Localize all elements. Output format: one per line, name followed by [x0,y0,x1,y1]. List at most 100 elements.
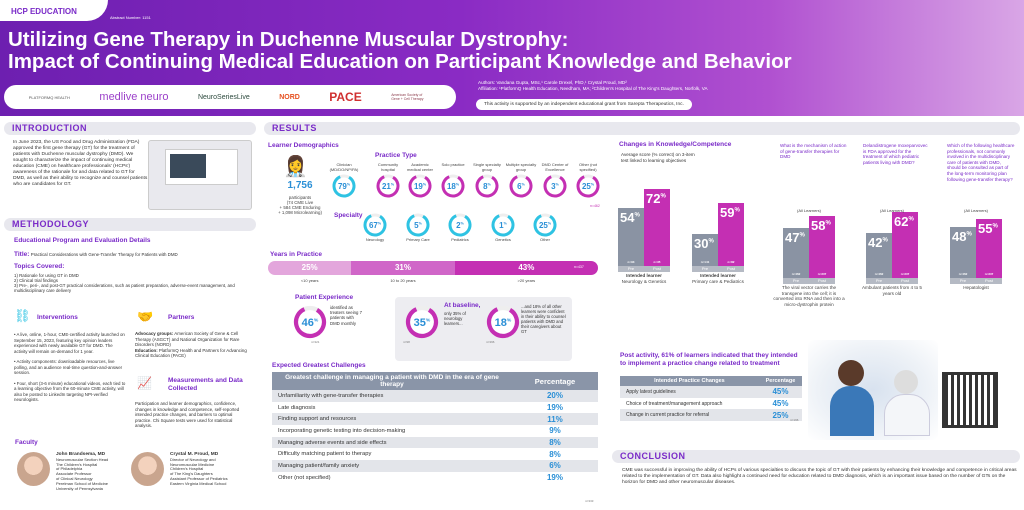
clinician-donut: 79% [331,173,357,204]
practice-change-n: n=196 [790,418,799,422]
participants-label: participants [288,195,312,200]
logo-medlive: medlive neuro [99,91,169,103]
logo-platformq: PLATFORMQ HEALTH [28,94,70,100]
bar-value: 62% [894,213,914,229]
specialty-label: Primary Care [406,237,430,242]
knowledge-caption: Hepatologist [940,285,1012,291]
abstract-number: Abstract Number: 1151 [110,15,151,20]
participants-detail: participants (74 CME Live + 584 CME Endu… [262,195,338,215]
challenges-col-header: Greatest challenge in managing a patient… [272,372,512,390]
years-labels: <10 years 10 to 20 years >20 years [268,278,598,284]
intro-text: In June 2023, the US Food and Drug Admin… [13,140,148,187]
donut-value: 25% [539,221,552,230]
donut-fill [576,174,600,198]
pre-label: Pre [618,266,644,272]
pre-label: Pre [950,278,976,284]
donut-fill [363,213,387,237]
logo-nord: NORD [279,93,300,101]
others-donut: 18% [486,305,520,344]
donut-value: 67% [369,221,382,230]
challenge-label: Managing adverse events and side effects [272,436,512,449]
bar-n: n=141 [700,259,710,264]
measurement-icon: 📈 [137,376,152,390]
years-label: <10 years [300,278,319,283]
practice-type-heading: Practice Type [375,152,417,159]
donut-fill [332,174,356,198]
challenge-value: 20% [512,390,598,402]
years-segment: 43% [454,261,598,275]
title-line-1: Utilizing Gene Therapy in Duchenne Muscu… [8,28,569,51]
donut-value: 5% [414,221,422,230]
bar-n: n=462 [791,271,801,276]
challenges-table: Greatest challenge in managing a patient… [272,372,598,484]
years-label: 10 to 20 years [390,278,416,283]
challenge-label: Managing patient/family anxiety [272,460,512,472]
qr-code[interactable] [942,372,998,428]
logo-bar: PLATFORMQ HEALTH medlive neuro NeuroSeri… [4,85,456,109]
post-bar: 59% n=82 [718,202,744,266]
donut-value: 18% [447,182,460,191]
percentage-col-header: Percentage [512,372,598,390]
post-label: Post [892,278,918,284]
network-icon: ⛓ [14,308,31,323]
caption-text: Ambulant patients from 4 to 5 years old [861,285,922,296]
years-segment: 31% [351,261,455,275]
authors: Authors: Vandana Gupta, MSc,¹ Carole Dre… [478,80,708,92]
donut-fill [448,213,472,237]
interventions-list: • A live, online, 1-hour, CME-certified … [14,332,127,403]
practice-label: Community hospital [377,162,399,172]
challenge-label: Incorporating genetic testing into decis… [278,427,406,434]
introduction-heading: INTRODUCTION [4,122,256,135]
intervention-item: • Activity components: downloadable reso… [14,359,123,375]
bar-n: n=462 [874,271,884,276]
methodology-heading: METHODOLOGY [4,218,256,231]
table-row: Other (not specified) 19% [272,472,598,484]
baseline-text: only 35% of neurology learners... [444,311,466,326]
table-row: Incorporating genetic testing into decis… [272,425,598,437]
post-label: Post [718,266,744,272]
post-bar: 58% n=337 [809,215,835,278]
conclusion-heading: CONCLUSION [612,450,1020,463]
practice-donut: 6% [508,173,534,204]
participants-count: 1,756 [287,180,313,191]
caption-text: The viral vector carries the transgene i… [773,285,845,307]
challenge-value: 19% [546,403,563,413]
change-label: Choice of treatment/management approach [626,400,723,407]
knowledge-subtitle: Average score (% correct) on 3-item test… [621,152,695,163]
pre-label: Pre [866,278,892,284]
learner-group-label: (All Learners) [963,208,988,213]
faculty-proud: Crystal M. Proud, MD Director of Neurolo… [170,452,228,487]
hcp-education-tag: HCP EDUCATION [0,0,108,21]
bar-value: 58% [811,217,831,233]
caption-bold: Intended learner [626,273,662,278]
donut-value: 2% [456,221,464,230]
practice-donut: 19% [407,173,433,204]
challenge-value: 8% [512,436,598,449]
changes-col-header: Intended Practice Changes [620,376,759,386]
demographics-heading: Learner Demographics [268,142,339,149]
pre-label: Pre [783,278,809,284]
patient-experience-donut: 46% [293,305,327,344]
author-list: Authors: Vandana Gupta, MSc,¹ Carole Dre… [478,80,627,85]
logo-neuroserieslive: NeuroSeriesLive [197,93,250,101]
challenge-label: Late diagnosis [278,404,316,411]
pre-bar: 47% n=462 [783,227,809,278]
practice-label: Single specialty group [473,162,501,172]
poster-header: HCP EDUCATION Abstract Number: 1151 Util… [0,0,1024,116]
table-row: Managing patient/family anxiety 6% [272,460,598,472]
support-statement: This activity is supported by an indepen… [476,99,692,110]
practice-label: Academic medical center [406,162,433,172]
table-row: Choice of treatment/management approach 4… [620,398,802,410]
post-bar: 72% n=35 [644,188,670,266]
results-heading: RESULTS [264,122,1020,135]
program-title: Title: Practical Considerations with Gen… [14,251,178,259]
partners-text: Advocacy groups: American Society of Gen… [135,331,250,359]
caption-text: Neurology & Genetics [621,278,667,284]
topic-item: 3) Pre-, peri-, and post-GT practical co… [14,283,235,293]
poster-title: Utilizing Gene Therapy in Duchenne Muscu… [8,29,792,73]
education-text: PlatformQ Health and Partners for Advanc… [135,347,247,359]
others-text: ...and 18% of all other learners were co… [521,304,566,334]
knowledge-caption: Intended learner Neurology & Genetics [608,273,680,284]
title-line-2: Impact of Continuing Medical Education o… [8,50,792,73]
others-n: n=396 [486,340,495,344]
